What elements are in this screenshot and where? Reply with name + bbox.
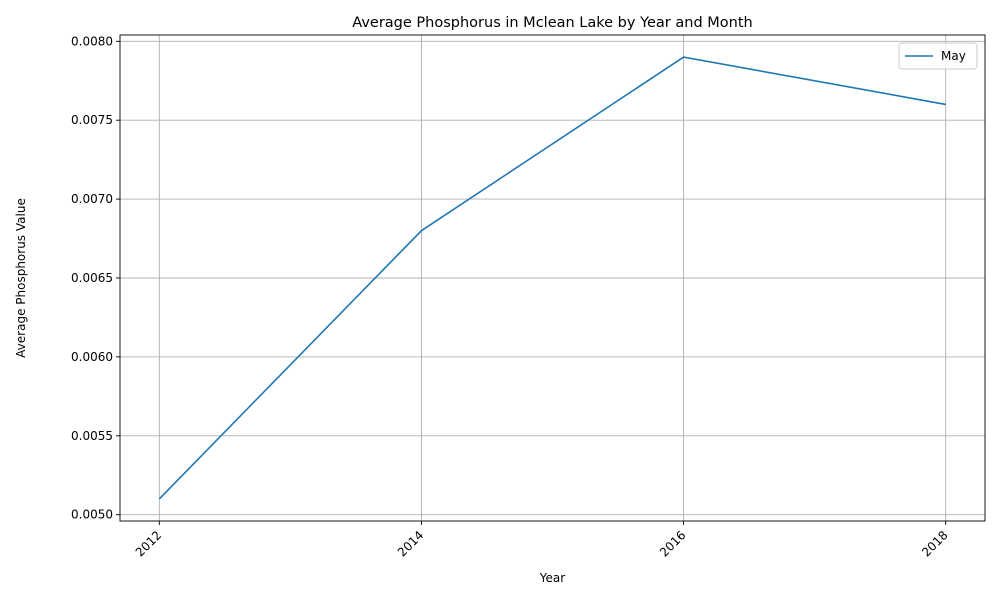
y-tick-label: 0.0055 [71, 429, 113, 443]
y-tick-label: 0.0060 [71, 350, 113, 364]
y-tick-label: 0.0075 [71, 113, 113, 127]
y-tick-label: 0.0070 [71, 192, 113, 206]
y-tick-label: 0.0080 [71, 34, 113, 48]
legend: May [898, 42, 978, 70]
series-line-may [158, 56, 946, 500]
series-layer [158, 56, 946, 500]
legend-frame [898, 42, 978, 70]
grid [120, 35, 985, 521]
y-tick-label: 0.0065 [71, 271, 113, 285]
legend-label: May [941, 49, 966, 63]
y-axis-ticks: 0.0050 0.0055 0.0060 0.0065 0.0070 0.0075 0.00… [71, 34, 120, 522]
x-axis-label: Year [539, 571, 565, 585]
y-axis-label: Average Phosphorus Value [14, 198, 28, 358]
chart-title: Average Phosphorus in Mclean Lake by Yea… [352, 15, 752, 31]
y-tick-label: 0.0050 [71, 508, 113, 522]
